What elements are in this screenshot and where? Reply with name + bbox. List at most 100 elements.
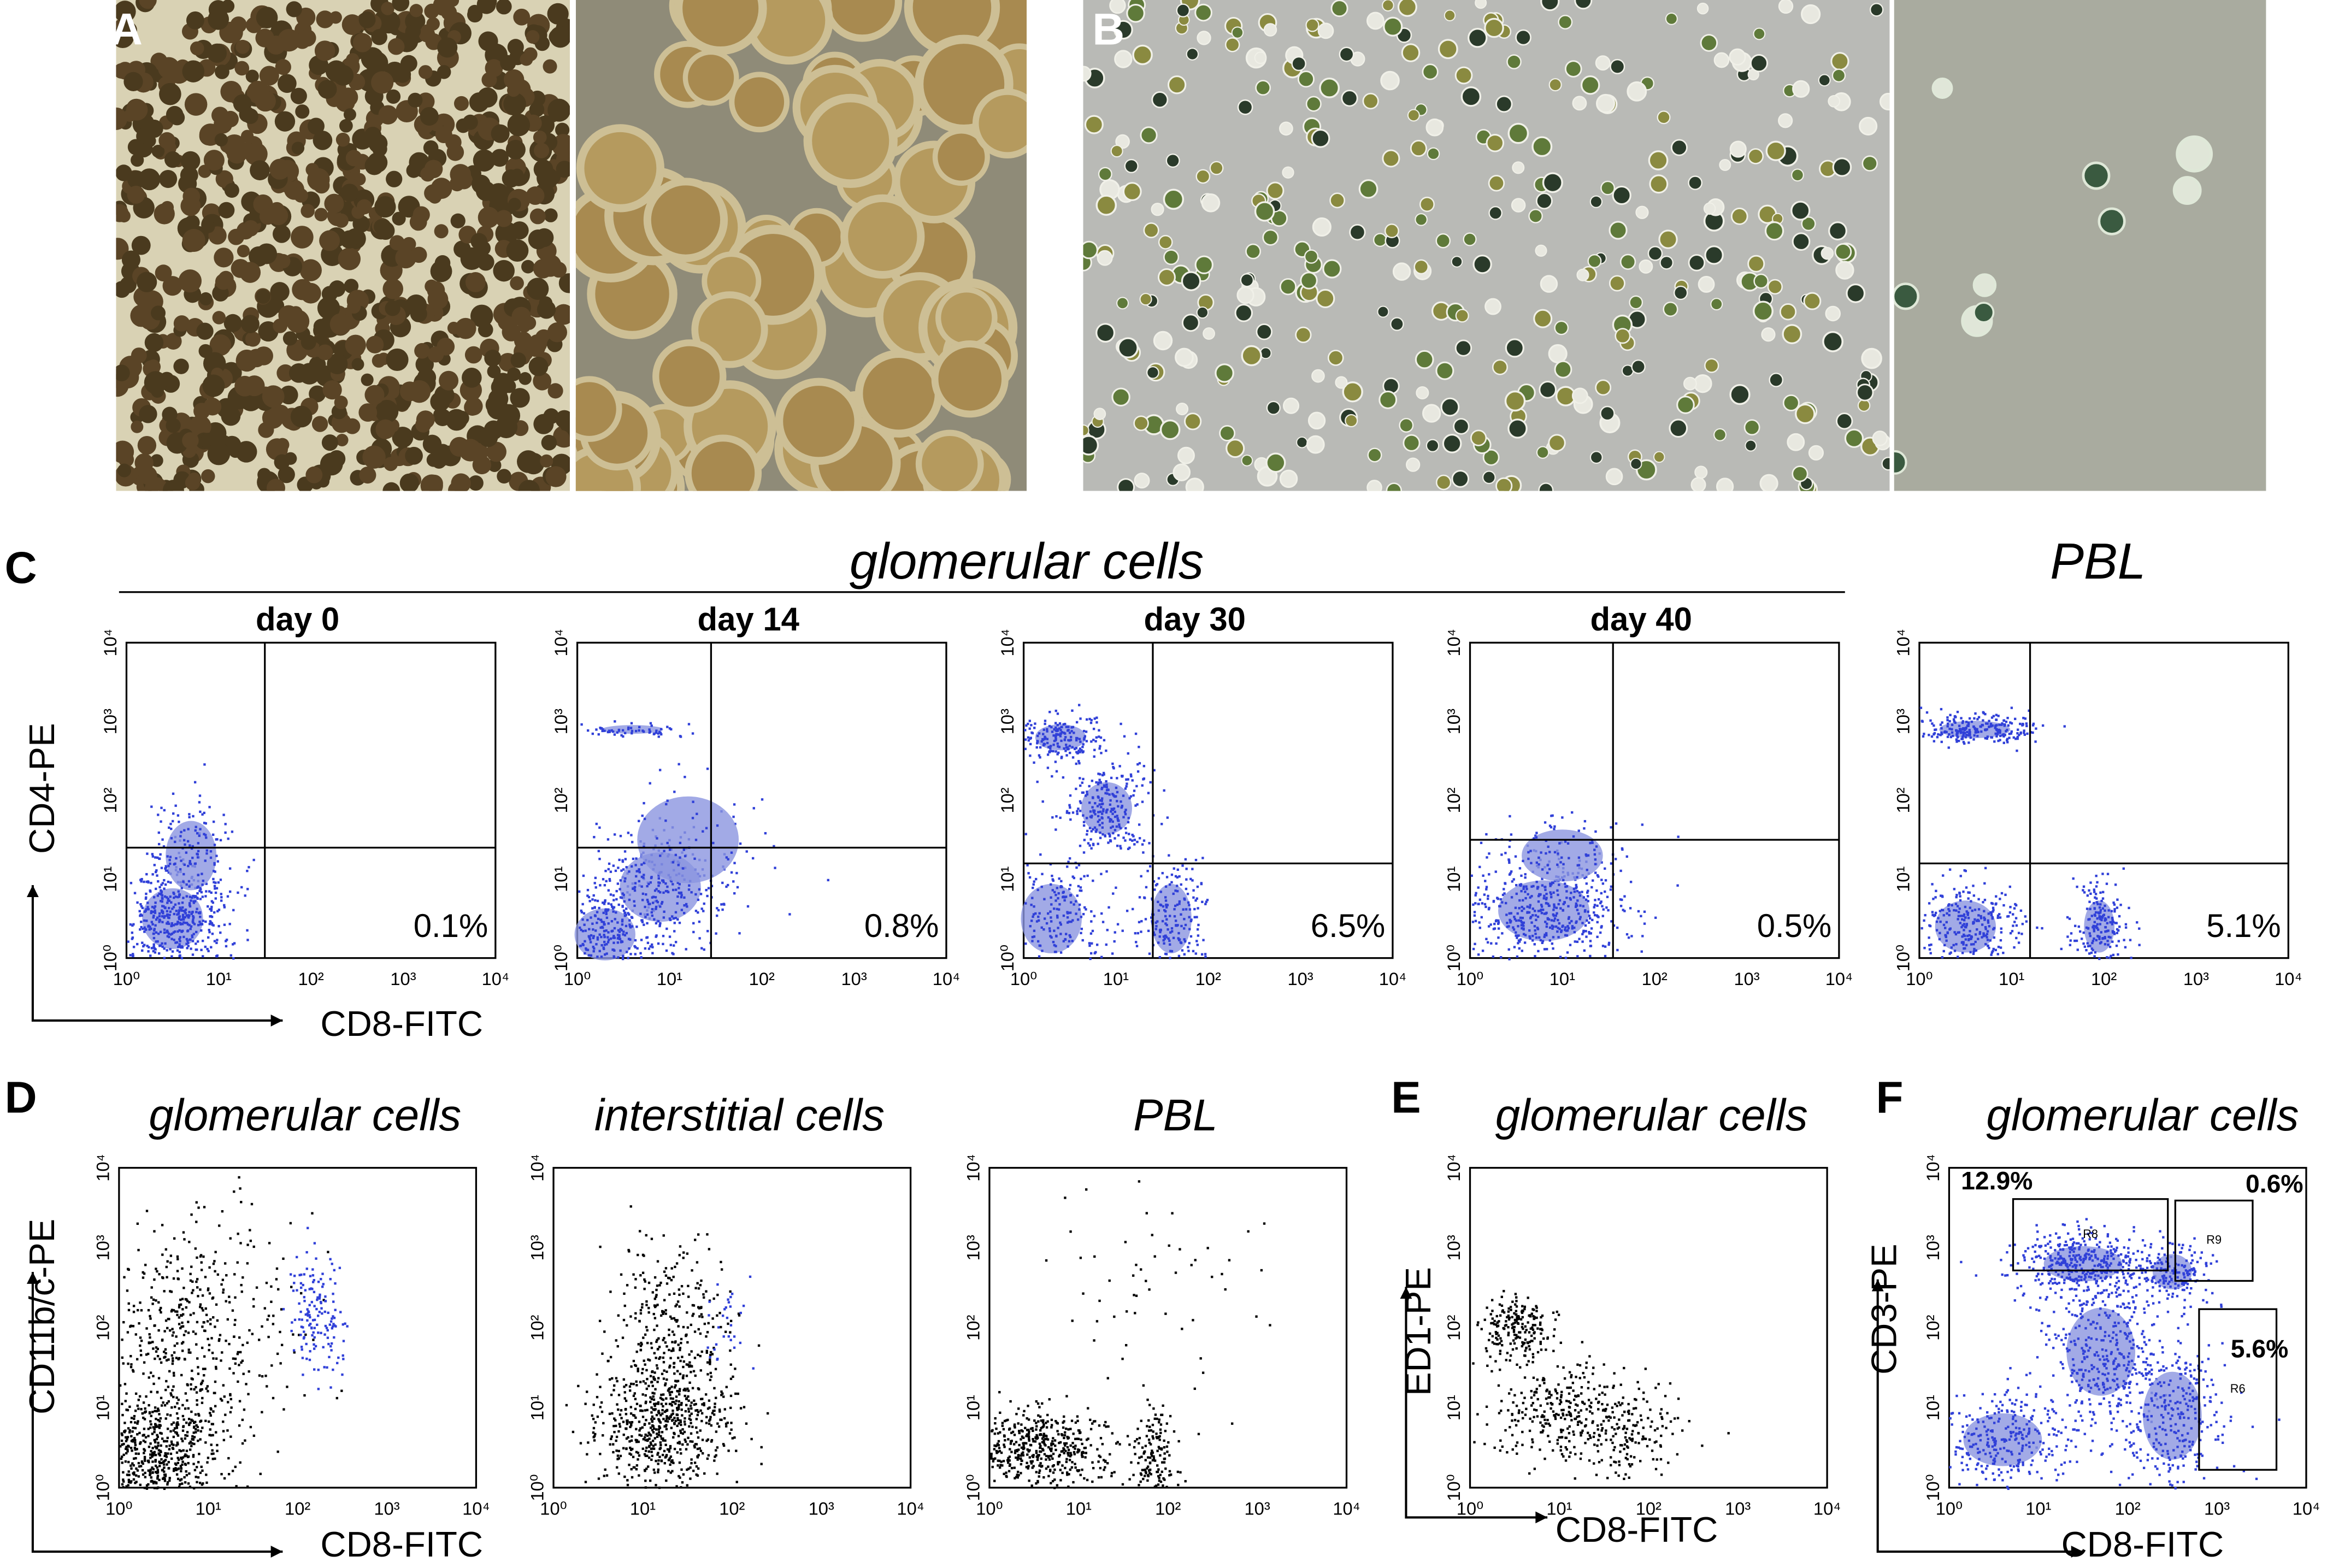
event-dot <box>1059 734 1061 736</box>
event-dot <box>1039 912 1041 915</box>
event-dot <box>1999 735 2001 737</box>
event-dot <box>1551 919 1553 921</box>
event-dot <box>2042 724 2044 727</box>
event-dot <box>1075 763 1077 765</box>
cell <box>1411 140 1426 156</box>
event-dot <box>151 923 154 926</box>
event-dot <box>2086 907 2088 910</box>
event-dot <box>176 930 179 933</box>
event-dot <box>188 1418 190 1420</box>
event-dot <box>615 870 617 872</box>
event-dot <box>2021 724 2023 726</box>
cell <box>478 31 498 51</box>
event-dot <box>1135 941 1137 943</box>
cell <box>1809 446 1823 460</box>
event-dot <box>2000 946 2002 948</box>
cell <box>405 294 427 316</box>
event-dot <box>1094 802 1096 804</box>
cell <box>510 352 526 368</box>
event-dot <box>210 850 212 852</box>
event-dot <box>1125 785 1127 787</box>
event-dot <box>1556 864 1558 866</box>
event-dot <box>1615 822 1617 824</box>
event-dot <box>1155 925 1157 927</box>
event-dot <box>1124 813 1127 815</box>
cell <box>1489 207 1502 219</box>
cell <box>394 66 411 83</box>
cell <box>322 434 338 451</box>
event-dot <box>1955 903 1957 905</box>
event-dot <box>1535 832 1537 834</box>
event-dot <box>1973 894 1975 897</box>
event-dot <box>1197 934 1199 936</box>
cell <box>273 405 288 420</box>
event-dot <box>1106 789 1108 791</box>
event-dot <box>1497 923 1499 925</box>
event-dot <box>1071 710 1073 712</box>
event-dot <box>2005 721 2007 723</box>
event-dot <box>186 1449 188 1452</box>
event-dot <box>1127 848 1129 850</box>
event-dot <box>177 921 179 923</box>
cell <box>241 130 254 143</box>
event-dot <box>1589 955 1591 957</box>
event-dot <box>200 949 202 951</box>
event-dot <box>2101 873 2104 875</box>
event-dot <box>1986 936 1988 938</box>
event-dot <box>1504 852 1506 854</box>
event-dot <box>582 944 584 946</box>
event-dot <box>2082 889 2084 891</box>
event-dot <box>1518 899 1521 901</box>
event-dot <box>739 842 741 845</box>
event-dot <box>2100 909 2102 911</box>
event-dot <box>163 915 166 917</box>
event-dot <box>1140 875 1142 877</box>
event-dot <box>1536 927 1539 929</box>
cell <box>145 333 163 352</box>
event-dot <box>697 911 699 913</box>
event-dot <box>1508 862 1510 864</box>
cell <box>1368 13 1384 29</box>
cell <box>276 254 290 268</box>
event-dot <box>1063 891 1065 893</box>
event-dot <box>2072 877 2075 880</box>
event-dot <box>1154 922 1157 924</box>
cell <box>547 322 567 342</box>
event-dot <box>2116 906 2118 909</box>
event-dot <box>199 828 201 830</box>
event-dot <box>606 917 608 919</box>
cell <box>1159 235 1172 249</box>
event-dot <box>1960 875 1962 877</box>
event-dot <box>1933 733 1935 735</box>
event-dot <box>598 907 600 909</box>
cell <box>301 283 321 304</box>
event-dot <box>138 1432 140 1434</box>
event-dot <box>1038 754 1040 756</box>
event-dot <box>246 888 249 890</box>
event-dot <box>1577 912 1580 915</box>
event-dot <box>595 886 597 888</box>
event-dot <box>1544 889 1546 891</box>
cell <box>520 53 533 66</box>
x-tick-label: 10⁴ <box>933 969 960 989</box>
event-dot <box>1987 945 1989 947</box>
event-dot <box>1194 899 1197 901</box>
event-dot <box>636 870 638 872</box>
event-dot <box>1963 913 1965 916</box>
cell <box>459 439 481 461</box>
x-tick-label: 10⁴ <box>2275 969 2302 989</box>
cell <box>407 25 421 38</box>
event-dot <box>2089 935 2092 937</box>
event-dot <box>674 922 676 924</box>
event-dot <box>1937 917 1939 919</box>
event-dot <box>210 857 212 859</box>
event-dot <box>160 900 162 902</box>
event-dot <box>603 948 605 950</box>
cell <box>1350 225 1365 239</box>
event-dot <box>1169 957 1171 959</box>
event-dot <box>1993 740 1995 742</box>
event-dot <box>195 942 197 945</box>
event-dot <box>1474 943 1476 945</box>
event-dot <box>1959 907 1961 910</box>
event-dot <box>1572 835 1575 838</box>
